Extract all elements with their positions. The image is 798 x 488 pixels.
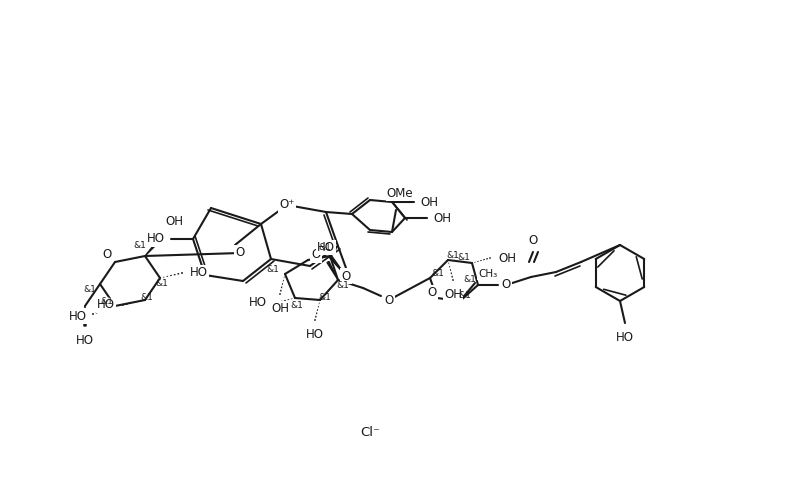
Text: CH₃: CH₃	[478, 269, 497, 279]
Text: HO: HO	[69, 309, 87, 323]
Text: &1: &1	[267, 264, 279, 273]
Text: HO: HO	[249, 297, 267, 309]
Text: &1: &1	[140, 293, 153, 303]
Text: HO: HO	[616, 331, 634, 344]
Text: HO: HO	[97, 299, 115, 311]
Text: HO: HO	[190, 266, 208, 280]
Text: OH: OH	[271, 302, 289, 315]
Text: &1: &1	[156, 279, 168, 287]
Text: O: O	[528, 234, 538, 247]
Text: &1: &1	[318, 292, 331, 302]
Text: HO: HO	[76, 334, 94, 347]
Text: O: O	[385, 293, 393, 306]
Text: &1: &1	[337, 281, 350, 289]
Text: O⁺: O⁺	[279, 199, 294, 211]
Text: &1: &1	[133, 242, 147, 250]
Polygon shape	[329, 255, 346, 276]
Text: HO: HO	[317, 241, 335, 254]
Text: OH: OH	[165, 215, 183, 228]
Text: &1: &1	[464, 276, 476, 285]
Text: &1: &1	[318, 244, 331, 252]
Text: HO: HO	[147, 232, 165, 245]
Text: O: O	[102, 247, 112, 261]
Text: OH: OH	[498, 251, 516, 264]
Text: &1: &1	[447, 250, 460, 260]
Polygon shape	[145, 235, 164, 256]
Text: O: O	[311, 248, 321, 262]
Text: O: O	[235, 246, 245, 260]
Text: &1: &1	[84, 285, 97, 293]
Text: &1: &1	[457, 253, 471, 263]
Text: Cl⁻: Cl⁻	[360, 427, 380, 440]
Polygon shape	[327, 262, 338, 280]
Text: OH: OH	[420, 196, 438, 208]
Text: OH: OH	[444, 288, 462, 301]
Text: O: O	[342, 269, 350, 283]
Text: O: O	[428, 286, 437, 300]
Polygon shape	[84, 306, 86, 326]
Text: &1: &1	[101, 297, 113, 305]
Text: &1: &1	[459, 291, 472, 301]
Text: OMe: OMe	[387, 187, 413, 200]
Text: &1: &1	[290, 302, 303, 310]
Text: HO: HO	[306, 328, 324, 341]
Text: OH: OH	[433, 211, 451, 224]
Text: O: O	[501, 279, 511, 291]
Text: &1: &1	[432, 268, 444, 278]
